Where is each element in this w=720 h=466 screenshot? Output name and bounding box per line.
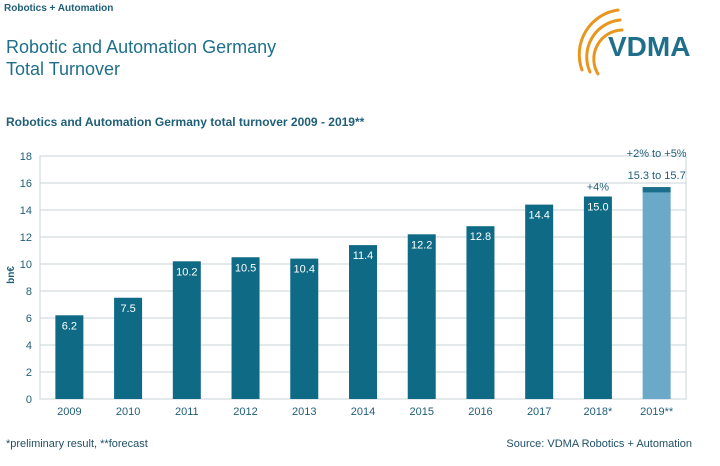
data-label: 6.2	[62, 320, 77, 332]
data-label: 12.2	[411, 239, 432, 251]
bar	[55, 315, 84, 399]
bar	[642, 192, 671, 399]
bar-forecast-range	[642, 187, 671, 193]
y-tick-label: 18	[20, 151, 32, 163]
y-tick-label: 16	[20, 178, 32, 190]
x-tick-label: 2015	[409, 406, 433, 418]
y-tick-label: 8	[26, 286, 32, 298]
data-label: 10.4	[294, 264, 315, 276]
x-tick-label: 2014	[351, 406, 375, 418]
x-tick-label: 2011	[175, 406, 199, 418]
page-title-line-1: Robotic and Automation Germany	[6, 37, 277, 57]
chart-labels: 6.2 7.5 10.2 10.5 10.4 11.4 12.2 12.8 14.4 15.0 15…	[62, 148, 687, 332]
data-label: 7.5	[120, 303, 135, 315]
x-tick-label: 2013	[292, 406, 316, 418]
data-label: 10.5	[235, 262, 256, 274]
y-tick-label: 14	[20, 205, 32, 217]
data-label: 10.2	[176, 266, 197, 278]
page-title-line-2: Total Turnover	[6, 59, 121, 79]
page-title: Robotic and Automation Germany Total Tur…	[6, 36, 276, 80]
header-tag: Robotics + Automation	[4, 3, 114, 14]
x-tick-label: 2012	[233, 406, 257, 418]
x-tick-label: 2010	[116, 406, 140, 418]
bar	[231, 257, 260, 399]
data-label: 11.4	[353, 250, 374, 262]
chart-title: Robotics and Automation Germany total tu…	[6, 115, 365, 129]
vdma-logo: VDMA	[577, 8, 690, 76]
bar	[172, 261, 201, 399]
y-tick-label: 2	[26, 367, 32, 379]
data-label: 14.4	[528, 210, 549, 222]
data-label: 15.3 to 15.7	[628, 170, 686, 182]
data-label: 12.8	[470, 231, 491, 243]
annotation-label: +2% to +5%	[627, 148, 687, 160]
x-tick-label: 2017	[527, 406, 551, 418]
annotation-label: +4%	[587, 182, 610, 194]
chart-axes: 0 2 4 6 8 10 12 14 16 18 2009 2010 2011 2012 2013 2014 2…	[20, 151, 674, 418]
x-tick-label: 2018*	[584, 406, 613, 418]
source-note: Source: VDMA Robotics + Automation	[506, 438, 692, 450]
bar	[583, 196, 612, 399]
x-tick-label: 2019**	[640, 406, 674, 418]
y-tick-label: 6	[26, 313, 32, 325]
bar	[466, 226, 495, 399]
bar	[407, 234, 436, 399]
vdma-logo-text: VDMA	[608, 31, 690, 62]
data-label: 15.0	[587, 202, 608, 214]
y-tick-label: 10	[20, 259, 32, 271]
y-tick-label: 4	[26, 340, 32, 352]
bar	[525, 204, 554, 399]
y-tick-label: 12	[20, 232, 32, 244]
footnote: *preliminary result, **forecast	[6, 438, 148, 450]
chart-bars	[55, 187, 671, 399]
y-axis-label: bn€	[6, 266, 17, 284]
y-tick-label: 0	[26, 394, 32, 406]
bar	[290, 258, 319, 399]
bar	[114, 297, 143, 399]
x-tick-label: 2009	[57, 406, 81, 418]
x-tick-label: 2016	[468, 406, 492, 418]
bar	[349, 245, 377, 399]
